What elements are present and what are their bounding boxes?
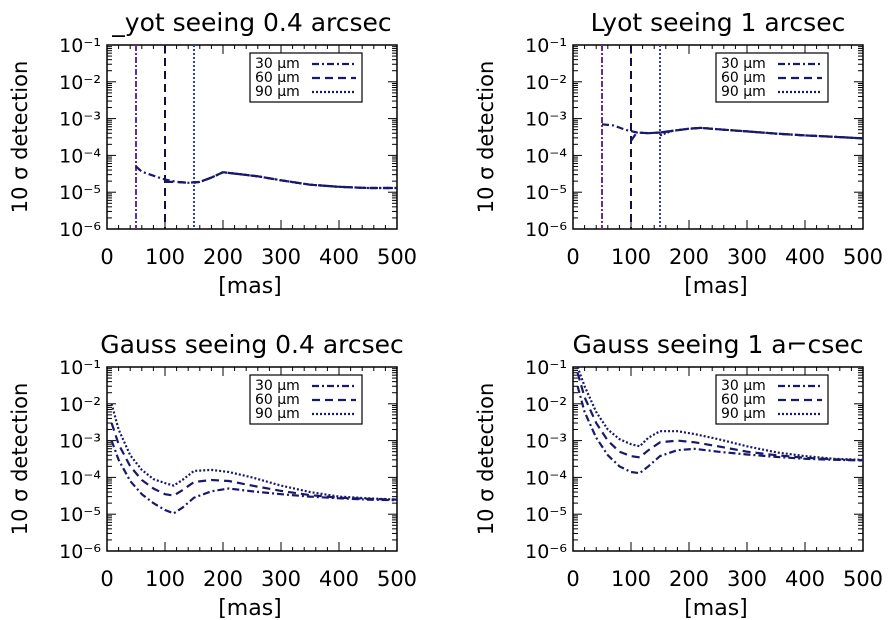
legend-label: 30 μm bbox=[255, 378, 300, 394]
plot-frame bbox=[106, 366, 398, 552]
x-tick-label: 500 bbox=[843, 245, 883, 269]
legend-box bbox=[715, 374, 829, 425]
legend-label: 30 μm bbox=[255, 56, 300, 72]
x-tick-label: 400 bbox=[785, 567, 825, 591]
legend-label: 60 μm bbox=[721, 70, 766, 86]
x-tick-label: 100 bbox=[145, 567, 185, 591]
legend-label: 30 μm bbox=[721, 56, 766, 72]
y-tick-label: 10⁻³ bbox=[525, 431, 567, 453]
series-line-dashed bbox=[110, 422, 398, 501]
x-tick-label: 500 bbox=[377, 567, 417, 591]
x-axis-label: [mas] bbox=[684, 596, 748, 620]
y-tick-label: 10⁻² bbox=[525, 394, 567, 416]
x-tick-label: 300 bbox=[261, 245, 301, 269]
y-tick-label: 10⁻¹ bbox=[59, 35, 101, 57]
x-tick-label: 300 bbox=[261, 567, 301, 591]
legend-label: 60 μm bbox=[255, 392, 300, 408]
series-line-dashdot bbox=[576, 385, 864, 475]
x-tick-label: 0 bbox=[566, 245, 579, 269]
y-tick-label: 10⁻² bbox=[525, 72, 567, 94]
x-tick-label: 200 bbox=[669, 245, 709, 269]
x-tick-label: 200 bbox=[669, 567, 709, 591]
x-tick-label: 300 bbox=[727, 567, 767, 591]
series-line-dashed bbox=[165, 171, 397, 190]
panel-title: Gauss seeing 0.4 arcsec bbox=[100, 330, 404, 359]
x-tick-label: 0 bbox=[566, 567, 579, 591]
x-tick-label: 200 bbox=[203, 567, 243, 591]
y-tick-label: 10⁻² bbox=[59, 394, 101, 416]
x-tick-label: 400 bbox=[319, 567, 359, 591]
y-axis-label: 10 σ detection bbox=[474, 383, 498, 536]
chart-panel-3: 0 100 200 300 400 500 10⁻⁶ 10⁻⁵ 10⁻⁴ 10⁻³ 10⁻² 10⁻¹… bbox=[8, 330, 417, 620]
y-tick-label: 10⁻⁵ bbox=[59, 182, 101, 204]
y-axis-label: 10 σ detection bbox=[8, 383, 32, 536]
y-tick-label: 10⁻⁴ bbox=[59, 467, 101, 489]
series-line-dashed bbox=[576, 372, 864, 462]
y-tick-label: 10⁻³ bbox=[525, 109, 567, 131]
y-tick-label: 10⁻⁶ bbox=[59, 541, 101, 563]
panel-title: _yot seeing 0.4 arcsec bbox=[111, 8, 391, 37]
x-tick-label: 0 bbox=[100, 245, 113, 269]
y-tick-label: 10⁻⁴ bbox=[525, 145, 567, 167]
y-tick-label: 10⁻³ bbox=[59, 109, 101, 131]
y-tick-label: 10⁻⁶ bbox=[525, 219, 567, 241]
y-axis-label: 10 σ detection bbox=[8, 61, 32, 214]
x-tick-label: 100 bbox=[611, 245, 651, 269]
x-tick-label: 100 bbox=[145, 245, 185, 269]
legend-label: 30 μm bbox=[721, 378, 766, 394]
y-tick-label: 10⁻⁶ bbox=[525, 541, 567, 563]
y-tick-label: 10⁻⁵ bbox=[525, 504, 567, 526]
y-tick-label: 10⁻² bbox=[59, 72, 101, 94]
x-tick-label: 400 bbox=[319, 245, 359, 269]
plot-frame bbox=[106, 44, 398, 230]
legend-label: 90 μm bbox=[255, 84, 300, 100]
series-line-dashdot bbox=[135, 165, 397, 190]
legend-label: 90 μm bbox=[255, 406, 300, 422]
x-axis-label: [mas] bbox=[684, 274, 748, 299]
legend-label: 90 μm bbox=[721, 406, 766, 422]
plot-frame bbox=[572, 44, 864, 230]
legend-label: 60 μm bbox=[721, 392, 766, 408]
y-tick-label: 10⁻⁴ bbox=[525, 467, 567, 489]
panel-title: Lyot seeing 1 arcsec bbox=[591, 8, 846, 37]
y-tick-label: 10⁻⁶ bbox=[59, 219, 101, 241]
chart-panel-1: 0 100 200 300 400 500 10⁻⁶ 10⁻⁵ 10⁻⁴ 10⁻³ 10⁻² 10⁻¹… bbox=[8, 8, 417, 299]
series-line-dotted bbox=[659, 126, 864, 140]
x-axis-label: [mas] bbox=[218, 274, 282, 299]
x-tick-label: 100 bbox=[611, 567, 651, 591]
legend-label: 60 μm bbox=[255, 70, 300, 86]
x-tick-label: 500 bbox=[843, 567, 883, 591]
y-tick-label: 10⁻⁴ bbox=[59, 145, 101, 167]
y-tick-label: 10⁻¹ bbox=[525, 357, 567, 379]
y-tick-label: 10⁻⁵ bbox=[525, 182, 567, 204]
chart-panel-2: 0 100 200 300 400 500 10⁻⁶ 10⁻⁵ 10⁻⁴ 10⁻³ 10⁻² 10⁻¹… bbox=[474, 8, 883, 299]
panel-title: Gauss seeing 1 a⌐csec bbox=[573, 330, 864, 359]
series-line-dotted bbox=[193, 171, 397, 190]
series-line-dashdot bbox=[110, 440, 398, 515]
x-axis-label: [mas] bbox=[218, 596, 282, 620]
legend-label: 90 μm bbox=[721, 84, 766, 100]
x-tick-label: 500 bbox=[377, 245, 417, 269]
x-tick-label: 300 bbox=[727, 245, 767, 269]
x-tick-label: 200 bbox=[203, 245, 243, 269]
y-tick-label: 10⁻⁵ bbox=[59, 504, 101, 526]
y-axis-label: 10 σ detection bbox=[474, 61, 498, 214]
y-tick-label: 10⁻¹ bbox=[59, 357, 101, 379]
x-tick-label: 400 bbox=[785, 245, 825, 269]
chart-panel-4: 0 100 200 300 400 500 10⁻⁶ 10⁻⁵ 10⁻⁴ 10⁻³ 10⁻² 10⁻¹… bbox=[474, 330, 883, 620]
x-tick-label: 0 bbox=[100, 567, 113, 591]
y-tick-label: 10⁻¹ bbox=[525, 35, 567, 57]
y-tick-label: 10⁻³ bbox=[59, 431, 101, 453]
